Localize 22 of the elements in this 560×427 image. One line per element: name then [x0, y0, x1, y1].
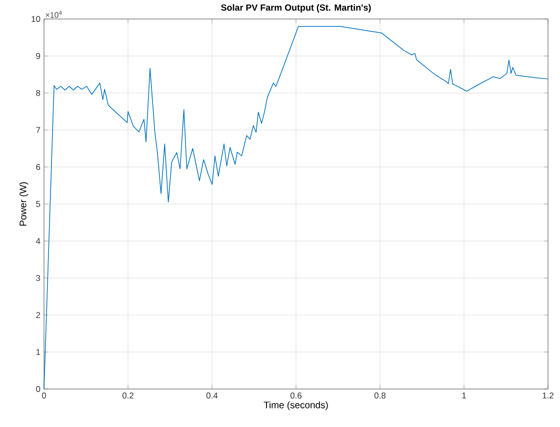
x-tick-label: 1.2	[542, 392, 554, 398]
x-tick-label: 0.2	[122, 392, 134, 399]
y-tick-label: 10	[32, 16, 40, 22]
y-tick-label: 1	[36, 349, 40, 355]
x-axis-title: Time (seconds)	[264, 401, 328, 410]
y-tick-label: 4	[36, 238, 40, 244]
y-tick-label: 0	[36, 386, 40, 392]
y-tick-label: 7	[36, 127, 40, 133]
y-tick-label: 5	[36, 201, 40, 207]
x-tick-label: 0.6	[290, 392, 302, 399]
chart-title: Solar PV Farm Output (St. Martin's)	[221, 4, 371, 12]
y-tick-label: 9	[36, 53, 40, 59]
x-tick-label: 1	[462, 392, 466, 398]
y-tick-label: 6	[36, 164, 40, 170]
y-tick-label: 2	[36, 312, 40, 318]
y-tick-label: 8	[36, 90, 40, 96]
y-tick-label: 3	[36, 275, 40, 281]
y-axis-title: Power (W)	[19, 182, 28, 226]
x-tick-label: 0.4	[206, 392, 218, 399]
x-tick-label: 0	[42, 392, 46, 399]
x-tick-label: 0.8	[374, 392, 386, 399]
line-series	[44, 26, 548, 390]
